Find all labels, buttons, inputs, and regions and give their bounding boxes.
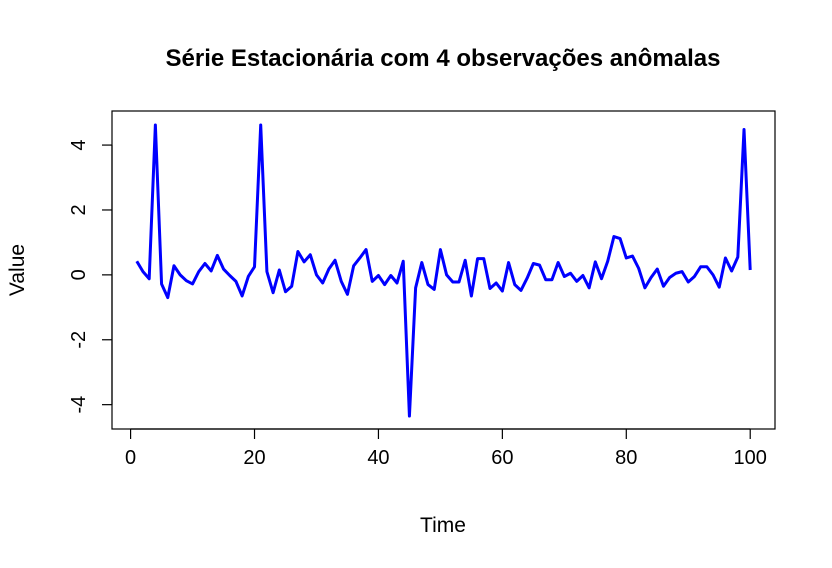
y-tick-label: 0	[68, 269, 90, 280]
y-tick-label: -4	[68, 396, 90, 414]
x-tick-label: 40	[367, 447, 389, 469]
y-axis-label: Value	[6, 244, 29, 296]
x-tick-label: 20	[243, 447, 265, 469]
y-tick-label: 4	[68, 140, 90, 151]
y-tick-label: -2	[68, 331, 90, 349]
x-axis-label: Time	[420, 514, 466, 537]
y-tick-label: 2	[68, 204, 90, 215]
y-axis: -4 -2 0 2 4	[68, 140, 113, 414]
x-tick-label: 80	[615, 447, 637, 469]
x-axis: 0 20 40 60 80 100	[125, 428, 767, 469]
series-line	[135, 123, 752, 418]
x-tick-label: 100	[734, 447, 767, 469]
chart-title: Série Estacionária com 4 observações anô…	[166, 45, 721, 72]
x-tick-label: 0	[125, 447, 136, 469]
x-tick-label: 60	[491, 447, 513, 469]
